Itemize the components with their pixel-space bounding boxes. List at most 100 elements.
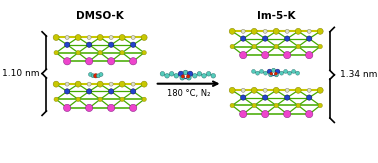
Text: 1.34 nm: 1.34 nm: [341, 70, 378, 79]
Circle shape: [119, 35, 125, 40]
Circle shape: [230, 44, 234, 49]
Circle shape: [107, 104, 115, 111]
Circle shape: [96, 74, 101, 78]
Circle shape: [291, 69, 296, 73]
Circle shape: [263, 36, 268, 41]
Circle shape: [87, 82, 91, 86]
Circle shape: [65, 89, 70, 94]
Circle shape: [85, 104, 93, 111]
Circle shape: [169, 72, 174, 76]
Circle shape: [288, 71, 291, 75]
Circle shape: [65, 36, 69, 39]
Circle shape: [141, 81, 147, 87]
Circle shape: [251, 87, 257, 93]
Circle shape: [275, 69, 280, 74]
Circle shape: [296, 44, 301, 49]
Circle shape: [285, 29, 289, 33]
Circle shape: [307, 95, 312, 100]
Circle shape: [94, 74, 98, 78]
Circle shape: [295, 28, 301, 34]
Text: DMSO-K: DMSO-K: [76, 11, 124, 21]
Circle shape: [109, 82, 113, 86]
Circle shape: [65, 42, 70, 47]
Circle shape: [270, 72, 273, 75]
Circle shape: [296, 103, 301, 108]
Circle shape: [141, 35, 147, 40]
Circle shape: [186, 75, 191, 80]
Circle shape: [307, 29, 311, 33]
Circle shape: [202, 74, 206, 78]
Circle shape: [87, 42, 92, 47]
Circle shape: [284, 69, 288, 73]
Text: Im-5-K: Im-5-K: [257, 11, 296, 21]
Circle shape: [54, 51, 58, 55]
Circle shape: [274, 103, 278, 108]
Circle shape: [97, 81, 103, 87]
Circle shape: [119, 81, 125, 87]
Circle shape: [229, 87, 235, 93]
Circle shape: [109, 36, 113, 39]
Circle shape: [274, 73, 279, 77]
Circle shape: [160, 72, 165, 76]
Circle shape: [251, 69, 256, 73]
Circle shape: [64, 58, 71, 65]
Circle shape: [197, 72, 202, 76]
Circle shape: [64, 104, 71, 111]
Circle shape: [263, 95, 268, 100]
Circle shape: [285, 95, 290, 100]
Circle shape: [99, 73, 103, 76]
Circle shape: [240, 95, 246, 100]
Circle shape: [130, 42, 136, 47]
Circle shape: [284, 111, 291, 118]
Circle shape: [97, 35, 103, 40]
Circle shape: [305, 52, 313, 59]
Circle shape: [108, 89, 114, 94]
Circle shape: [305, 111, 313, 118]
Circle shape: [75, 35, 81, 40]
Circle shape: [192, 74, 197, 78]
Circle shape: [267, 69, 272, 74]
Circle shape: [241, 29, 245, 33]
Circle shape: [263, 29, 267, 33]
Circle shape: [240, 52, 247, 59]
Circle shape: [256, 71, 260, 75]
Circle shape: [178, 71, 184, 76]
Circle shape: [187, 71, 193, 76]
Circle shape: [230, 103, 234, 108]
Circle shape: [76, 97, 81, 102]
Circle shape: [142, 97, 146, 102]
Circle shape: [262, 52, 269, 59]
Circle shape: [65, 82, 69, 86]
Circle shape: [251, 28, 257, 34]
Circle shape: [120, 51, 124, 55]
Circle shape: [174, 74, 179, 78]
Circle shape: [75, 81, 81, 87]
Circle shape: [142, 51, 146, 55]
Circle shape: [181, 75, 184, 78]
Circle shape: [130, 58, 137, 65]
Circle shape: [91, 74, 95, 78]
Circle shape: [240, 111, 247, 118]
Circle shape: [88, 73, 93, 76]
Circle shape: [120, 97, 124, 102]
Circle shape: [295, 87, 301, 93]
Circle shape: [269, 73, 273, 77]
Circle shape: [273, 87, 279, 93]
Circle shape: [252, 44, 256, 49]
Circle shape: [271, 68, 276, 72]
Circle shape: [53, 35, 59, 40]
Circle shape: [307, 36, 312, 41]
Circle shape: [229, 28, 235, 34]
Circle shape: [274, 44, 278, 49]
Circle shape: [274, 72, 277, 75]
Circle shape: [186, 75, 190, 78]
Circle shape: [108, 42, 114, 47]
Circle shape: [318, 103, 322, 108]
Circle shape: [285, 36, 290, 41]
Circle shape: [130, 89, 136, 94]
Circle shape: [98, 51, 102, 55]
Circle shape: [318, 44, 322, 49]
Circle shape: [85, 58, 93, 65]
Circle shape: [263, 88, 267, 92]
Circle shape: [260, 69, 263, 73]
